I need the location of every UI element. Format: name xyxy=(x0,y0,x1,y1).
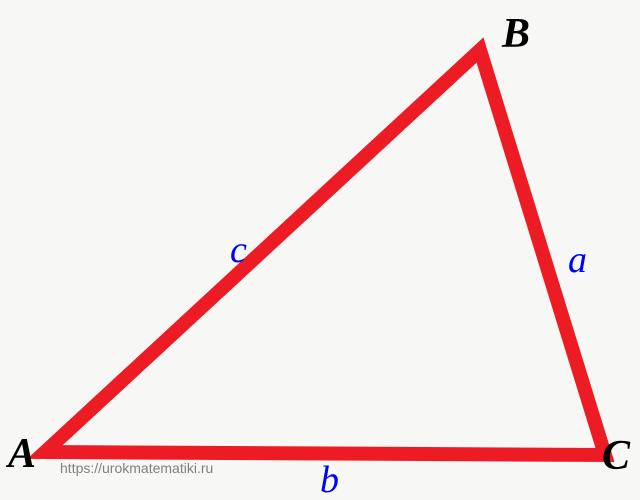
triangle-svg xyxy=(0,0,640,500)
side-label-b: b xyxy=(320,458,339,500)
diagram-canvas: A B C c a b https://urokmatematiki.ru xyxy=(0,0,640,500)
side-label-a: a xyxy=(568,238,587,282)
watermark-text: https://urokmatematiki.ru xyxy=(60,460,213,476)
vertex-label-c: C xyxy=(602,432,630,480)
vertex-label-a: A xyxy=(8,430,36,478)
vertex-label-b: B xyxy=(502,10,530,58)
side-label-c: c xyxy=(230,228,247,272)
